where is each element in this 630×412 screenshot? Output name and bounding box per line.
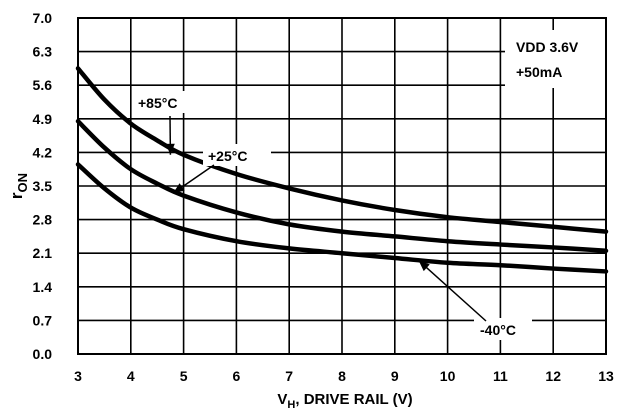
annotation-arrow-line — [418, 259, 487, 322]
x-axis-label-sub: H — [287, 399, 295, 411]
conditions-box — [505, 30, 605, 88]
annotation-arrow-head — [165, 143, 175, 155]
series-line — [75, 162, 609, 274]
annotation-arrow-head — [173, 183, 185, 194]
x-tick-label: 12 — [545, 368, 561, 384]
x-tick-label: 4 — [127, 368, 135, 384]
y-tick-label: 2.1 — [33, 245, 53, 261]
x-tick-labels: 3 4 5 6 7 8 9 10 11 12 13 — [74, 368, 614, 384]
annotation-label-bg — [133, 91, 201, 113]
annotation-label: +85°C — [138, 95, 177, 111]
condition-current: +50mA — [516, 64, 562, 80]
y-tick-label: 4.9 — [33, 111, 53, 127]
series-line — [75, 118, 609, 254]
y-tick-label: 6.3 — [33, 44, 53, 60]
annotation: +85°C — [133, 91, 201, 155]
annotation-arrow-head — [418, 260, 430, 272]
series-line — [75, 66, 609, 234]
annotation-label: -40°C — [480, 322, 516, 338]
annotation-label-bg — [474, 318, 532, 340]
x-tick-label: 3 — [74, 368, 82, 384]
y-tick-label: 4.2 — [33, 144, 53, 160]
y-axis-label: rON — [7, 173, 30, 199]
y-tick-label: 0.0 — [33, 346, 53, 362]
curve-annotations: +85°C +25°C -40°C — [133, 91, 532, 340]
condition-vdd: VDD 3.6V — [516, 39, 579, 55]
x-tick-label: 8 — [338, 368, 346, 384]
y-tick-label: 2.8 — [33, 212, 53, 228]
x-tick-label: 6 — [233, 368, 241, 384]
x-axis-label-main: V — [277, 391, 287, 408]
y-tick-label: 3.5 — [33, 178, 53, 194]
y-axis-label-sub: ON — [15, 173, 30, 193]
annotation: -40°C — [418, 259, 532, 340]
x-tick-label: 13 — [598, 368, 614, 384]
y-tick-label: 1.4 — [33, 279, 53, 295]
annotation-label-bg — [203, 144, 271, 166]
y-tick-label: 0.7 — [33, 312, 53, 328]
x-tick-label: 9 — [391, 368, 399, 384]
x-tick-label: 11 — [493, 368, 508, 384]
x-axis-label: VH, DRIVE RAIL (V) — [277, 391, 412, 411]
y-tick-label: 5.6 — [33, 77, 53, 93]
x-tick-label: 7 — [285, 368, 293, 384]
annotation: +25°C — [172, 144, 271, 194]
x-tick-label: 10 — [440, 368, 456, 384]
plot-frame — [77, 17, 607, 355]
y-axis-label-main: r — [7, 192, 26, 199]
x-axis-label-rest: , DRIVE RAIL (V) — [295, 391, 412, 408]
y-tick-label: 7.0 — [33, 10, 53, 26]
curves — [75, 66, 609, 274]
y-tick-labels: 0.0 0.7 1.4 2.1 2.8 3.5 4.2 4.9 5.6 6.3 7.0 — [33, 10, 53, 362]
x-tick-label: 5 — [180, 368, 188, 384]
annotation-label: +25°C — [208, 148, 247, 164]
